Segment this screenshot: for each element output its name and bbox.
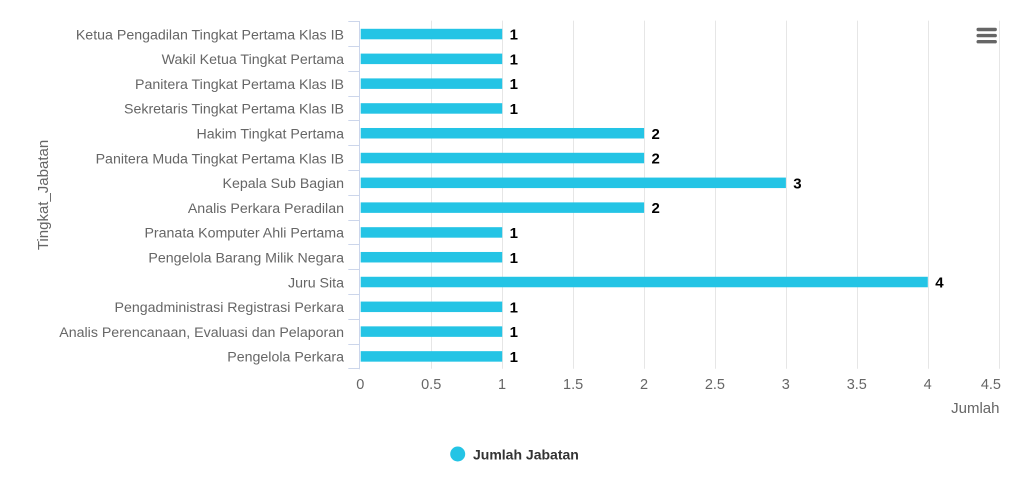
svg-text:Juru Sita: Juru Sita — [288, 275, 344, 291]
svg-text:4: 4 — [935, 275, 944, 292]
svg-text:Pengadministrasi Registrasi Pe: Pengadministrasi Registrasi Perkara — [115, 300, 345, 316]
svg-text:1: 1 — [510, 76, 518, 93]
svg-text:3: 3 — [793, 175, 801, 192]
svg-text:Kepala Sub Bagian: Kepala Sub Bagian — [223, 176, 344, 192]
svg-text:Pengelola Perkara: Pengelola Perkara — [227, 350, 344, 366]
svg-text:2: 2 — [640, 377, 648, 393]
svg-text:1: 1 — [498, 377, 506, 393]
svg-text:4: 4 — [924, 377, 932, 393]
svg-text:1: 1 — [510, 250, 518, 267]
svg-text:1: 1 — [510, 51, 518, 68]
svg-text:1.5: 1.5 — [563, 377, 583, 393]
svg-text:1: 1 — [510, 27, 518, 44]
svg-text:Analis Perkara Peradilan: Analis Perkara Peradilan — [188, 201, 344, 217]
svg-text:2.5: 2.5 — [705, 377, 725, 393]
svg-text:Sekretaris Tingkat Pertama Kla: Sekretaris Tingkat Pertama Klas IB — [124, 102, 344, 118]
svg-text:3.5: 3.5 — [847, 377, 867, 393]
svg-text:2: 2 — [652, 126, 660, 143]
svg-text:Panitera Tingkat Pertama Klas: Panitera Tingkat Pertama Klas IB — [135, 77, 344, 93]
svg-text:0.5: 0.5 — [421, 377, 441, 393]
svg-text:4.5: 4.5 — [981, 377, 1001, 393]
svg-text:3: 3 — [782, 377, 790, 393]
svg-text:1: 1 — [510, 225, 518, 242]
svg-text:1: 1 — [510, 324, 518, 341]
svg-text:Hakim Tingkat Pertama: Hakim Tingkat Pertama — [197, 126, 345, 142]
svg-text:1: 1 — [510, 349, 518, 366]
svg-text:1: 1 — [510, 299, 518, 316]
svg-text:Jumlah Jabatan: Jumlah Jabatan — [473, 446, 579, 462]
svg-text:0: 0 — [356, 377, 364, 393]
svg-text:Jumlah: Jumlah — [951, 400, 999, 417]
svg-text:2: 2 — [652, 151, 660, 168]
svg-text:Pengelola Barang Milik Negara: Pengelola Barang Milik Negara — [148, 250, 344, 266]
svg-text:Tingkat_Jabatan: Tingkat_Jabatan — [35, 140, 52, 250]
svg-text:Analis Perencanaan, Evaluasi d: Analis Perencanaan, Evaluasi dan Pelapor… — [59, 325, 344, 341]
svg-text:Ketua Pengadilan Tingkat Perta: Ketua Pengadilan Tingkat Pertama Klas IB — [76, 27, 344, 43]
svg-text:Wakil Ketua Tingkat Pertama: Wakil Ketua Tingkat Pertama — [162, 52, 345, 68]
svg-text:Pranata Komputer Ahli Pertama: Pranata Komputer Ahli Pertama — [144, 226, 344, 242]
svg-text:1: 1 — [510, 101, 518, 118]
svg-text:Panitera Muda Tingkat Pertama: Panitera Muda Tingkat Pertama Klas IB — [96, 151, 344, 167]
svg-text:2: 2 — [652, 200, 660, 217]
